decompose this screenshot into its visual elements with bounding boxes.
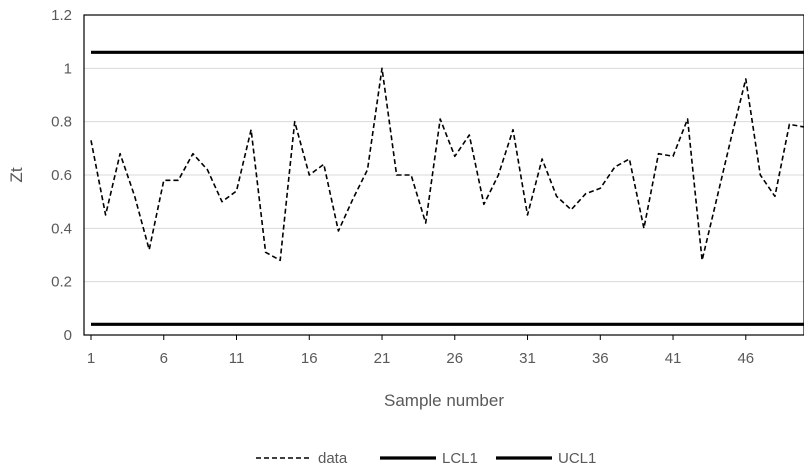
x-tick-label: 26	[446, 350, 463, 367]
x-tick-label: 36	[592, 350, 609, 367]
y-tick-label: 0.6	[51, 167, 72, 184]
y-tick-labels: 0 0.2 0.4 0.6 0.8 1 1.2	[51, 7, 72, 344]
x-axis-title: Sample number	[384, 391, 504, 410]
y-tick-label: 0.4	[51, 220, 72, 237]
y-tick-label: 0.8	[51, 114, 72, 131]
x-tick-label: 31	[519, 350, 536, 367]
y-tick-label: 0.2	[51, 274, 72, 291]
x-tick-label: 46	[737, 350, 754, 367]
legend-label-ucl1: UCL1	[558, 450, 596, 467]
x-tick-label: 6	[160, 350, 168, 367]
y-tick-label: 1.2	[51, 7, 72, 24]
gridlines	[84, 67, 804, 283]
x-tick-label: 41	[665, 350, 682, 367]
x-tick-label: 16	[301, 350, 318, 367]
x-tick-labels: 1 6 11 16 21 26 31 36 41 46	[87, 335, 754, 367]
y-tick-label: 1	[64, 60, 72, 77]
y-tick-label: 0	[64, 327, 72, 344]
x-tick-label: 1	[87, 350, 95, 367]
series-lines	[90, 50, 804, 326]
x-tick-label: 11	[229, 350, 245, 367]
series-line-data	[90, 67, 804, 262]
legend-label-lcl1: LCL1	[442, 450, 478, 467]
x-tick-label: 21	[374, 350, 391, 367]
legend: data LCL1 UCL1	[256, 450, 596, 467]
y-axis-title: Zt	[7, 167, 26, 182]
plot-frame	[83, 14, 804, 336]
legend-label-data: data	[318, 450, 348, 467]
